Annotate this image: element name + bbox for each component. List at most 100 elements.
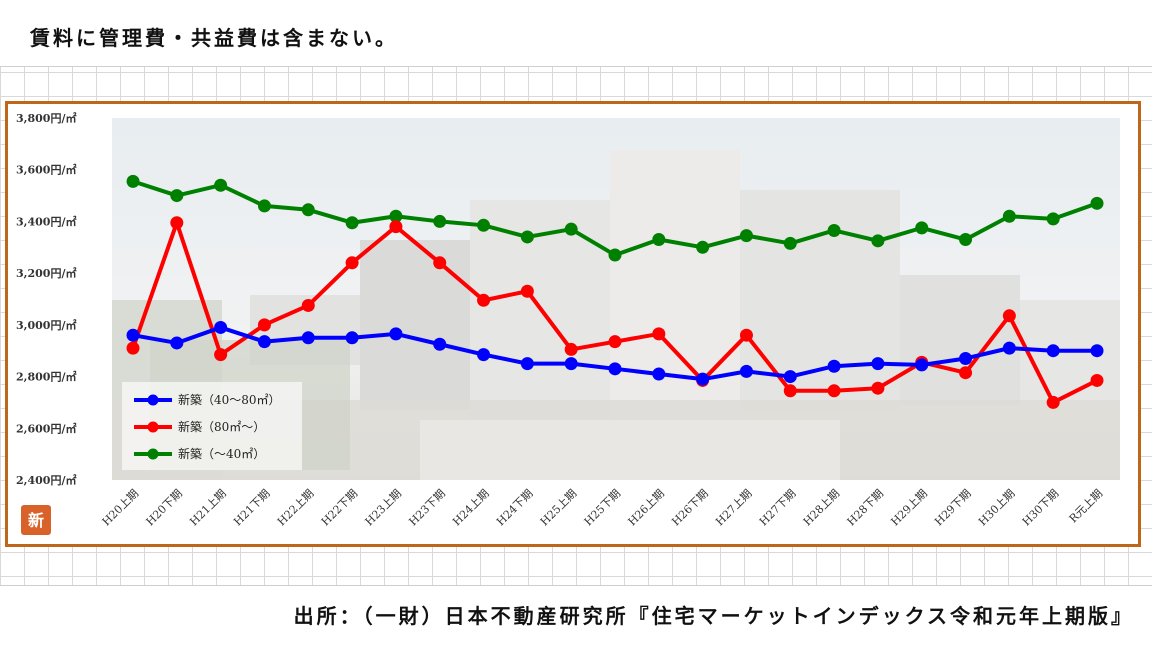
x-tick-label: H25下期	[582, 487, 623, 528]
legend-label: 新築（80㎡～）	[178, 419, 265, 434]
y-axis: 2,400円/㎡ 2,600円/㎡ 2,800円/㎡ 3,000円/㎡ 3,200円/㎡…	[16, 111, 76, 487]
x-tick-label: H23下期	[406, 487, 447, 528]
x-axis: H20上期 H20下期 H21上期 H21下期 H22上期 H22下期 H23上期 H23下期…	[100, 487, 1105, 528]
series-group	[126, 320, 1104, 386]
data-point	[915, 221, 929, 235]
x-tick-label: H21下期	[231, 487, 272, 528]
new-build-logo: 新	[21, 505, 51, 535]
data-point	[170, 216, 184, 230]
source-citation: 出所：（一財）日本不動産研究所『住宅マーケットインデックス令和元年上期版』	[293, 604, 1134, 628]
data-point	[652, 367, 666, 381]
legend-label: 新築（～40㎡）	[178, 446, 265, 461]
rent-note: 賃料に管理費・共益費は含まない。	[30, 26, 398, 50]
data-point	[783, 384, 797, 398]
data-point	[520, 357, 534, 371]
data-point	[389, 220, 403, 234]
data-point	[564, 222, 578, 236]
data-point	[1090, 344, 1104, 358]
data-point	[1046, 395, 1060, 409]
data-point	[652, 233, 666, 247]
legend-marker	[147, 394, 159, 406]
x-tick-label: H22下期	[319, 487, 360, 528]
x-tick-label: H24下期	[494, 487, 535, 528]
data-point	[301, 331, 315, 345]
data-point	[433, 256, 447, 270]
x-tick-label: H21上期	[187, 487, 228, 528]
data-point	[1002, 309, 1016, 323]
data-point	[301, 298, 315, 312]
x-tick-label: H28上期	[801, 487, 842, 528]
data-point	[1046, 212, 1060, 226]
series-group	[126, 174, 1104, 262]
data-point	[389, 327, 403, 341]
data-point	[477, 293, 491, 307]
x-tick-label: H29下期	[932, 487, 973, 528]
data-point	[871, 234, 885, 248]
data-point	[564, 342, 578, 356]
legend-label: 新築（40～80㎡）	[178, 392, 281, 407]
new-build-logo-label: 新	[28, 511, 44, 530]
data-point	[871, 381, 885, 395]
data-point	[345, 331, 359, 345]
data-point	[959, 233, 973, 247]
x-tick-label: H30上期	[976, 487, 1017, 528]
data-point	[827, 359, 841, 373]
data-point	[345, 216, 359, 230]
data-point	[126, 341, 140, 355]
data-point	[739, 328, 753, 342]
data-point	[257, 318, 271, 332]
y-tick-label: 3,000円/㎡	[16, 318, 76, 332]
data-point	[827, 384, 841, 398]
data-point	[126, 174, 140, 188]
data-point	[345, 256, 359, 270]
data-point	[520, 284, 534, 298]
data-point	[1002, 341, 1016, 355]
data-point	[170, 336, 184, 350]
data-point	[477, 218, 491, 232]
legend-marker	[147, 448, 159, 460]
data-point	[1002, 209, 1016, 223]
data-point	[783, 236, 797, 250]
x-tick-label: R元上期	[1067, 487, 1105, 525]
x-tick-label: H23上期	[363, 487, 404, 528]
data-point	[915, 358, 929, 372]
y-tick-label: 2,800円/㎡	[16, 370, 76, 384]
data-point	[827, 223, 841, 237]
x-tick-label: H30下期	[1020, 487, 1061, 528]
y-tick-label: 2,600円/㎡	[16, 421, 76, 435]
header-band	[0, 0, 1152, 67]
data-point	[652, 327, 666, 341]
data-point	[739, 229, 753, 243]
x-tick-label: H20上期	[100, 487, 141, 528]
data-point	[257, 335, 271, 349]
data-point	[783, 370, 797, 384]
legend-marker	[147, 421, 159, 433]
data-point	[170, 189, 184, 203]
x-tick-label: H20下期	[144, 487, 185, 528]
data-point	[1090, 196, 1104, 210]
x-tick-label: H22上期	[275, 487, 316, 528]
x-tick-label: H28下期	[845, 487, 886, 528]
x-tick-label: H29上期	[888, 487, 929, 528]
y-tick-label: 3,400円/㎡	[16, 214, 76, 228]
y-tick-label: 3,200円/㎡	[16, 266, 76, 280]
data-point	[564, 357, 578, 371]
data-point	[126, 328, 140, 342]
data-point	[608, 248, 622, 262]
y-tick-label: 2,400円/㎡	[16, 473, 76, 487]
data-point	[608, 362, 622, 376]
data-point	[696, 372, 710, 386]
x-tick-label: H26下期	[669, 487, 710, 528]
x-tick-label: H25上期	[538, 487, 579, 528]
x-tick-label: H24上期	[450, 487, 491, 528]
footer-band	[0, 585, 1152, 649]
data-point	[871, 357, 885, 371]
data-point	[1090, 373, 1104, 387]
new-build-logo-box	[21, 505, 51, 535]
data-point	[214, 178, 228, 192]
data-point	[257, 199, 271, 213]
legend: 新築（40～80㎡） 新築（80㎡～） 新築（～40㎡）	[122, 382, 302, 470]
data-point	[739, 364, 753, 378]
data-point	[214, 320, 228, 334]
